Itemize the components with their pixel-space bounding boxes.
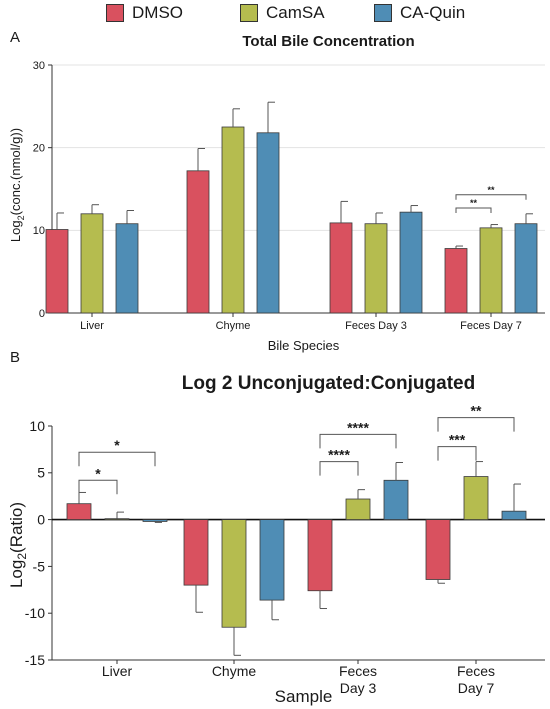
legend-label: CamSA — [266, 3, 325, 22]
bar-ca-quin — [514, 223, 538, 314]
legend-swatch-camsa — [240, 4, 258, 22]
bar-dmso — [329, 222, 353, 314]
x-tick-label: Day 3 — [340, 680, 377, 696]
y-tick-label: 5 — [37, 465, 45, 481]
significance-label: ** — [487, 185, 495, 195]
chart-title: Total Bile Concentration — [242, 33, 414, 50]
legend-label: DMSO — [132, 3, 183, 22]
bar-dmso — [186, 170, 210, 314]
y-tick-label: 0 — [37, 512, 45, 528]
bar-ca-quin — [142, 519, 168, 522]
x-tick-label: Liver — [80, 320, 104, 332]
bar-dmso — [183, 519, 209, 586]
significance-bracket — [437, 446, 477, 461]
legend-label: CA-Quin — [400, 3, 466, 22]
bar-ca-quin — [399, 211, 423, 314]
bar-camsa — [221, 519, 247, 628]
significance-label: * — [95, 465, 101, 481]
x-tick-label: Feces — [457, 663, 495, 679]
x-tick-label: Feces — [339, 663, 377, 679]
bar-camsa — [80, 213, 104, 314]
significance-label: *** — [449, 432, 466, 448]
bar-camsa — [221, 126, 245, 314]
significance-bracket — [78, 479, 118, 495]
x-tick-label: Chyme — [216, 320, 251, 332]
panel-label: B — [10, 349, 20, 366]
x-tick-label: Chyme — [212, 663, 257, 679]
significance-bracket — [437, 417, 515, 432]
bar-ca-quin — [383, 479, 409, 520]
bar-camsa — [104, 518, 130, 521]
y-tick-label: -10 — [25, 605, 45, 621]
significance-bracket — [319, 433, 397, 449]
legend-item-camsa: CamSA — [240, 2, 325, 24]
y-tick-label: 10 — [33, 225, 45, 237]
bar-ca-quin — [501, 510, 527, 520]
bar-ca-quin — [256, 132, 280, 314]
x-tick-label: Feces Day 3 — [345, 320, 407, 332]
bar-ca-quin — [115, 223, 139, 314]
legend: DMSO CamSA CA-Quin — [0, 0, 550, 26]
y-axis-label: Log2(conc.(nmol/g)) — [8, 128, 26, 242]
y-tick-label: 30 — [33, 60, 45, 72]
x-tick-label: Day 7 — [458, 680, 495, 696]
legend-swatch-dmso — [106, 4, 124, 22]
bar-dmso — [66, 503, 92, 520]
bar-dmso — [307, 519, 333, 592]
significance-bracket — [455, 194, 527, 200]
y-tick-label: -5 — [33, 558, 46, 574]
x-axis-label: Bile Species — [268, 338, 340, 353]
bar-ca-quin — [259, 519, 285, 601]
bar-dmso — [425, 519, 451, 580]
chart-title: Log 2 Unconjugated:Conjugated — [182, 373, 475, 394]
chart-panel-b: B Log 2 Unconjugated:Conjugated -15 -10 -5 0 5… — [7, 349, 545, 706]
y-axis-label: Log2(Ratio) — [7, 502, 29, 588]
bar-camsa — [364, 223, 388, 314]
significance-label: **** — [328, 447, 350, 463]
bar-camsa — [463, 476, 489, 521]
significance-bracket — [319, 461, 359, 476]
bar-dmso — [444, 248, 468, 314]
significance-label: **** — [347, 419, 369, 435]
legend-swatch-ca-quin — [374, 4, 392, 22]
significance-label: ** — [471, 403, 482, 419]
x-tick-label: Liver — [102, 663, 133, 679]
bar-camsa — [479, 227, 503, 314]
y-tick-label: -15 — [25, 652, 45, 668]
significance-label: ** — [470, 198, 478, 208]
y-tick-label: 10 — [29, 418, 45, 434]
y-tick-label: 20 — [33, 143, 45, 155]
legend-item-ca-quin: CA-Quin — [374, 2, 465, 24]
bar-dmso — [45, 229, 69, 314]
panel-label: A — [10, 29, 20, 46]
significance-bracket — [78, 451, 156, 467]
x-tick-label: Feces Day 7 — [460, 320, 522, 332]
y-tick-label: 0 — [39, 308, 45, 320]
chart-panel-a: A Total Bile Concentration 0 10 20 30 Log2(con… — [8, 29, 545, 353]
legend-item-dmso: DMSO — [106, 2, 183, 24]
x-axis-label: Sample — [275, 687, 333, 706]
significance-bracket — [455, 207, 492, 214]
bar-camsa — [345, 498, 371, 520]
significance-label: * — [114, 437, 120, 453]
